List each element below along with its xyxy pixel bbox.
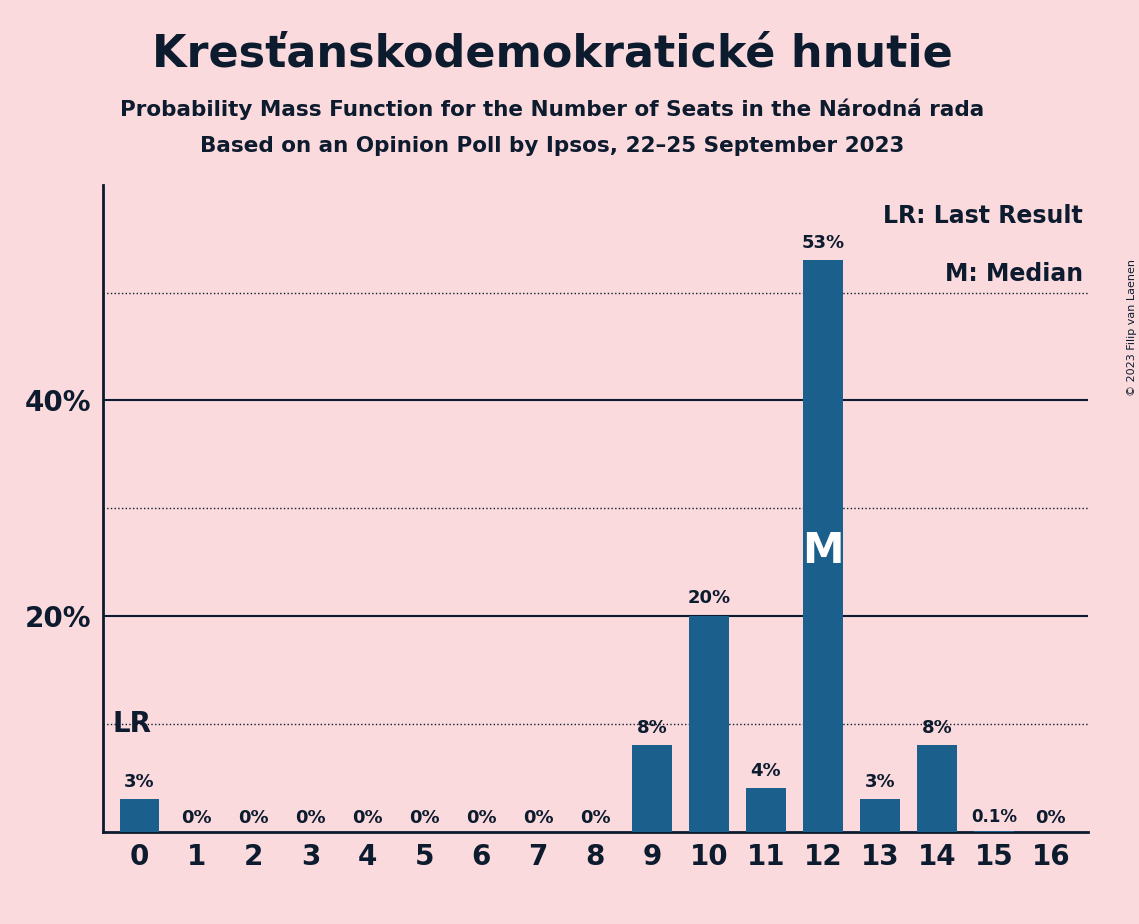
- Text: 4%: 4%: [751, 762, 781, 780]
- Text: 0%: 0%: [580, 809, 611, 827]
- Text: Probability Mass Function for the Number of Seats in the Národná rada: Probability Mass Function for the Number…: [121, 99, 984, 120]
- Text: © 2023 Filip van Laenen: © 2023 Filip van Laenen: [1126, 259, 1137, 395]
- Text: 0%: 0%: [466, 809, 497, 827]
- Text: LR: LR: [113, 710, 151, 737]
- Text: 0%: 0%: [523, 809, 554, 827]
- Text: 0%: 0%: [352, 809, 383, 827]
- Text: 8%: 8%: [921, 719, 952, 736]
- Bar: [860, 799, 900, 832]
- Text: 8%: 8%: [637, 719, 667, 736]
- Bar: [974, 831, 1014, 832]
- Text: Based on an Opinion Poll by Ipsos, 22–25 September 2023: Based on an Opinion Poll by Ipsos, 22–25…: [200, 136, 904, 156]
- Text: M: Median: M: Median: [944, 262, 1083, 286]
- Text: LR: Last Result: LR: Last Result: [883, 204, 1083, 228]
- Bar: [803, 261, 843, 832]
- Bar: [632, 746, 672, 832]
- Text: 0%: 0%: [238, 809, 269, 827]
- Bar: [689, 616, 729, 832]
- Text: 3%: 3%: [865, 772, 895, 791]
- Text: 0.1%: 0.1%: [970, 808, 1017, 826]
- Bar: [120, 799, 159, 832]
- Text: M: M: [802, 530, 844, 572]
- Text: 0%: 0%: [1035, 809, 1066, 827]
- Text: 0%: 0%: [295, 809, 326, 827]
- Text: 0%: 0%: [181, 809, 212, 827]
- Text: 3%: 3%: [124, 772, 155, 791]
- Text: 0%: 0%: [409, 809, 440, 827]
- Bar: [746, 788, 786, 832]
- Text: Kresťanskodemokratické hnutie: Kresťanskodemokratické hnutie: [151, 32, 953, 76]
- Text: 53%: 53%: [802, 234, 844, 251]
- Bar: [917, 746, 957, 832]
- Text: 20%: 20%: [688, 590, 730, 607]
